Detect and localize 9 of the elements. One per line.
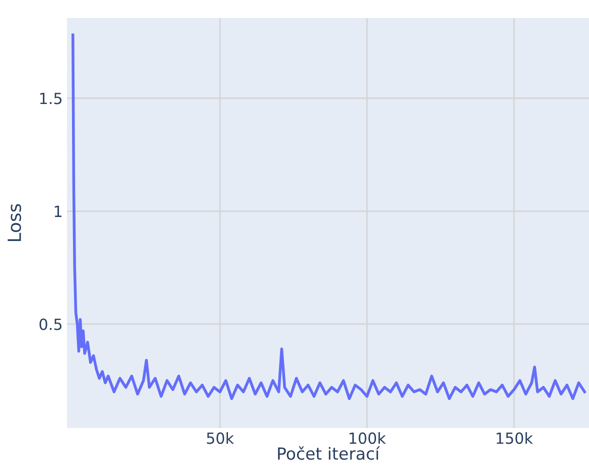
x-axis-title: Počet iterací <box>278 446 380 460</box>
x-tick-label: 50k <box>206 432 234 444</box>
y-tick-label: 1 <box>54 206 62 217</box>
y-tick-label: 1.5 <box>40 92 62 104</box>
x-tick-label: 100k <box>350 432 386 444</box>
x-tick-label: 150k <box>496 432 533 444</box>
y-axis-title: Loss <box>8 204 22 242</box>
y-tick-label: 0.5 <box>40 318 62 330</box>
line-series <box>71 34 586 400</box>
